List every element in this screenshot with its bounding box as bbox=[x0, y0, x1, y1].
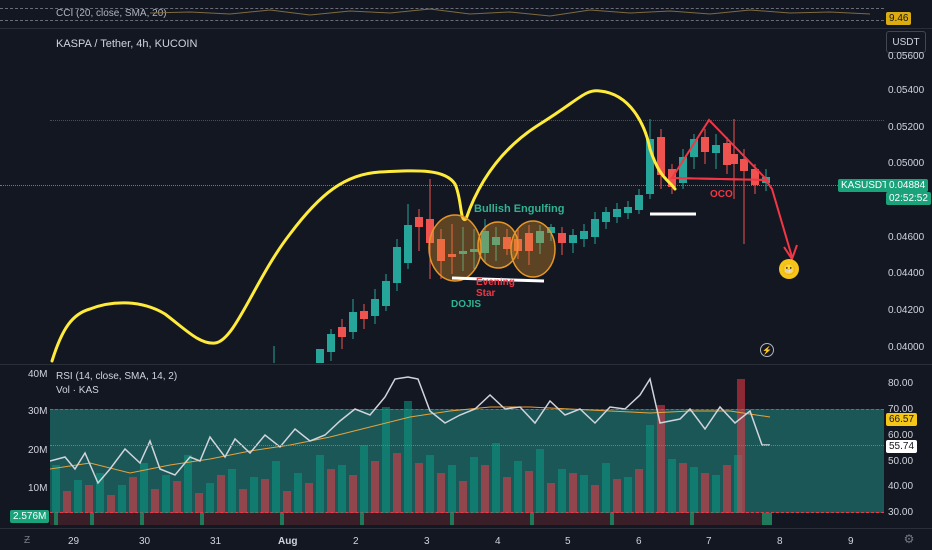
high-level-line bbox=[50, 120, 884, 121]
rsi-tick: 60.00 bbox=[888, 430, 914, 441]
time-tick: 7 bbox=[706, 536, 712, 547]
evening-star-label-1: Evening bbox=[476, 277, 515, 288]
rsi-ma-line bbox=[50, 406, 771, 474]
panel-divider-top bbox=[0, 28, 932, 29]
dojis-label: DOJIS bbox=[451, 299, 482, 310]
cci-value: 9.46 bbox=[886, 12, 912, 25]
doji-circle-3 bbox=[510, 220, 556, 278]
tv-logo-icon[interactable]: Ƶ bbox=[23, 534, 31, 546]
price-tick: 0.04600 bbox=[888, 232, 925, 243]
rsi-ma-value-tag: 66.57 bbox=[886, 413, 918, 426]
price-tick: 0.05600 bbox=[888, 51, 925, 62]
rsi-midline bbox=[50, 445, 884, 446]
time-tick: 8 bbox=[777, 536, 783, 547]
rsi-label[interactable]: RSI (14, close, SMA, 14, 2) bbox=[56, 371, 178, 382]
time-tick: 6 bbox=[636, 536, 642, 547]
rsi-tick: 80.00 bbox=[888, 378, 914, 389]
doji-circle-2 bbox=[477, 221, 519, 269]
rsi-lines[interactable] bbox=[50, 365, 884, 528]
price-tick: 0.04200 bbox=[888, 305, 925, 316]
currency-label: USDT bbox=[892, 36, 920, 48]
time-tick: 3 bbox=[424, 536, 430, 547]
oco-triangle-outline bbox=[670, 118, 770, 182]
time-tick: 2 bbox=[353, 536, 359, 547]
drawing-layer[interactable] bbox=[0, 29, 884, 363]
white-support-line-1 bbox=[451, 276, 545, 283]
volume-tick: 20M bbox=[28, 445, 48, 456]
currency-button[interactable]: USDT bbox=[886, 31, 926, 53]
volume-tick: 40M bbox=[28, 369, 48, 380]
last-price-line bbox=[0, 185, 884, 186]
rsi-line bbox=[50, 376, 770, 485]
volume-tick: 10M bbox=[28, 483, 48, 494]
volume-tick: 30M bbox=[28, 406, 48, 417]
time-tick: 29 bbox=[68, 536, 80, 547]
evening-star-label-2: Star bbox=[476, 288, 496, 299]
price-tick: 0.05400 bbox=[888, 85, 925, 96]
time-axis[interactable]: Ƶ 29 30 31 Aug 2 3 4 5 6 7 8 9 ⚙ bbox=[0, 528, 932, 550]
price-tick: 0.05000 bbox=[888, 158, 925, 169]
gear-icon[interactable]: ⚙ bbox=[903, 532, 915, 546]
last-price-tag: 0.04884 bbox=[886, 179, 929, 192]
cci-upper-band bbox=[0, 8, 884, 9]
rsi-tick: 30.00 bbox=[888, 507, 914, 518]
time-tick: Aug bbox=[278, 536, 298, 547]
time-tick: 9 bbox=[848, 536, 854, 547]
cci-line bbox=[150, 8, 871, 17]
time-tick: 30 bbox=[139, 536, 151, 547]
oco-neckline bbox=[671, 177, 768, 181]
cci-panel: CCI (20, close, SMA, 20) 9.46 bbox=[0, 0, 932, 26]
countdown-tag: 02:52:52 bbox=[886, 192, 931, 205]
price-tick: 0.05200 bbox=[888, 122, 925, 133]
time-tick: 4 bbox=[495, 536, 501, 547]
volume-bars[interactable] bbox=[50, 365, 884, 528]
oco-projection-arrow bbox=[764, 178, 793, 258]
last-price-symbol-tag: KASUSDT bbox=[838, 179, 892, 192]
bullish-engulfing-label: Bullish Engulfing bbox=[474, 203, 565, 215]
price-tick: 0.04000 bbox=[888, 342, 925, 353]
doji-circle-1 bbox=[428, 214, 482, 282]
rsi-tick: 40.00 bbox=[888, 481, 914, 492]
volume-label[interactable]: Vol · KAS bbox=[56, 385, 99, 396]
rsi-volume-panel: RSI (14, close, SMA, 14, 2) Vol · KAS 80… bbox=[0, 365, 932, 528]
oco-label: OCO bbox=[710, 189, 733, 200]
lightning-icon[interactable]: ⚡ bbox=[760, 343, 774, 357]
panel-divider-mid bbox=[0, 364, 932, 365]
yellow-freehand-curve bbox=[50, 89, 677, 363]
price-tick: 0.04400 bbox=[888, 268, 925, 279]
rsi-tick: 50.00 bbox=[888, 456, 914, 467]
grimacing-face-icon: 😬 bbox=[779, 259, 799, 279]
time-tick: 5 bbox=[565, 536, 571, 547]
rsi-value-tag: 55.74 bbox=[886, 440, 918, 453]
candlestick-series[interactable] bbox=[0, 29, 884, 363]
volume-value-tag: 2.576M bbox=[10, 510, 50, 523]
cci-lower-band bbox=[0, 20, 884, 21]
time-tick: 31 bbox=[210, 536, 222, 547]
rsi-tick: 70.00 bbox=[888, 404, 914, 415]
cci-label[interactable]: CCI (20, close, SMA, 20) bbox=[56, 8, 167, 19]
main-chart-panel: KASPA / Tether, 4h, KUCOIN USDT 0.05600 … bbox=[0, 29, 932, 363]
symbol-title[interactable]: KASPA / Tether, 4h, KUCOIN bbox=[56, 38, 198, 50]
